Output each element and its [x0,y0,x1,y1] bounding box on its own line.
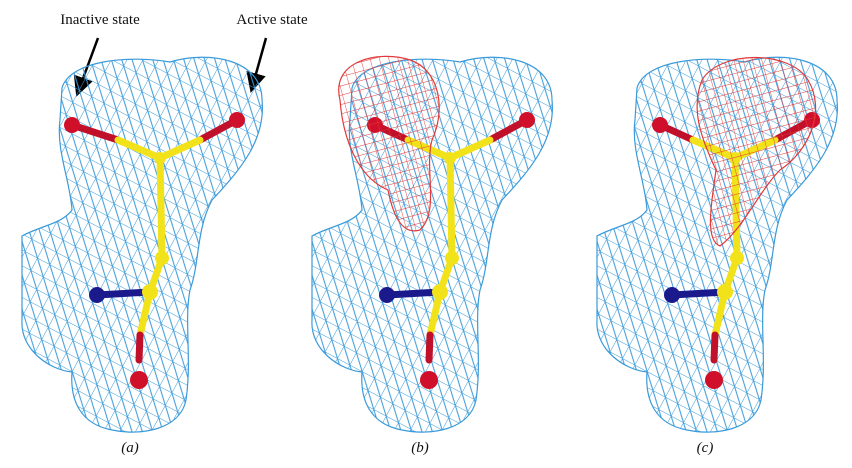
bond [714,335,715,360]
atom [444,152,456,164]
annotation: Inactive state [60,12,140,28]
bond [160,158,162,258]
panel-label: (a) [121,440,139,456]
atom [519,112,535,128]
atom [154,152,166,164]
atom [445,251,459,265]
atom [89,287,105,303]
atom [432,284,448,300]
atom [420,371,438,389]
atom [379,287,395,303]
panel-label: (c) [697,440,714,456]
atom [64,117,80,133]
figure: Inactive state Active state (a) (b) (c) [0,0,852,468]
bond [450,158,452,258]
atom [155,251,169,265]
panels: (a) (b) (c) [0,40,852,456]
atom [705,371,723,389]
atom [652,117,668,133]
atom [142,284,158,300]
panel: (a) [0,40,280,456]
bond [429,335,430,360]
atom [130,371,148,389]
page: Inactive state Active state (a)(b)(c) ((… [0,0,852,468]
panel-label: (b) [411,440,429,456]
atom [229,112,245,128]
bond [139,335,140,360]
annotation: Active state [236,12,308,28]
atom [730,251,744,265]
atom [717,284,733,300]
atom [664,287,680,303]
